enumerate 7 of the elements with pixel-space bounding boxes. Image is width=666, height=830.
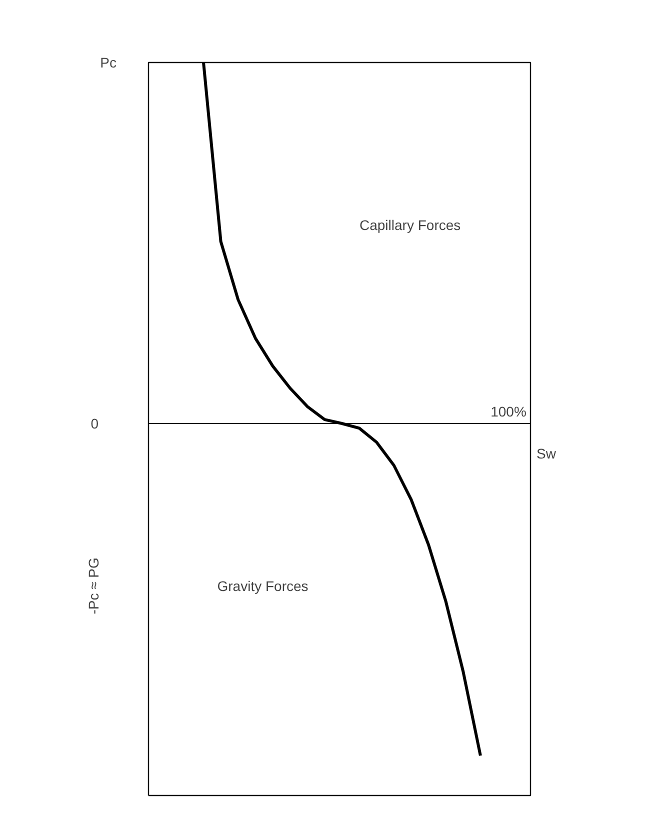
x-axis-title: Sw <box>536 446 557 462</box>
text: 0 <box>90 416 99 432</box>
text: 100% <box>490 404 526 420</box>
text: Pc <box>100 54 117 70</box>
text: -Pc ≈ PG <box>86 558 102 614</box>
annotation: Gravity Forces <box>217 578 308 594</box>
annotation: Capillary Forces <box>360 216 461 233</box>
